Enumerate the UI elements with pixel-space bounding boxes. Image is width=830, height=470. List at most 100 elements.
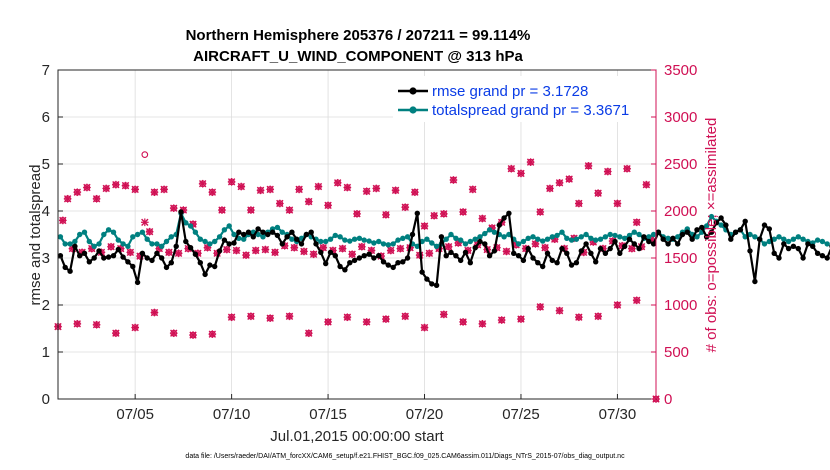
obs-assimilated-marker: [478, 214, 487, 223]
point-rmse: [159, 255, 165, 261]
obs-assimilated-marker: [140, 218, 149, 227]
obs-assimilated-marker: [449, 176, 458, 184]
obs-assimilated-marker: [478, 319, 487, 328]
point-rmse: [376, 253, 382, 259]
point-rmse: [670, 235, 676, 241]
obs-assimilated-marker: [594, 312, 602, 321]
point-totalspread: [588, 235, 594, 241]
point-rmse: [491, 248, 498, 254]
y-tick-label-right: 500: [664, 344, 689, 361]
obs-assimilated-marker: [304, 329, 313, 338]
point-rmse: [245, 229, 252, 235]
point-rmse: [371, 255, 377, 261]
point-rmse: [564, 250, 570, 256]
point-rmse: [679, 231, 686, 238]
point-rmse: [144, 255, 150, 261]
point-rmse: [535, 260, 541, 266]
point-totalspread: [366, 238, 372, 244]
point-rmse: [67, 268, 73, 274]
point-totalspread: [380, 241, 387, 247]
obs-assimilated-marker: [425, 249, 434, 258]
obs-assimilated-marker: [112, 329, 120, 338]
point-rmse: [62, 264, 68, 271]
x-tick-label: 07/25: [502, 406, 540, 423]
point-rmse: [641, 234, 647, 240]
y-tick-label-left: 0: [42, 391, 50, 408]
point-totalspread: [260, 234, 266, 240]
point-totalspread: [578, 234, 584, 240]
point-totalspread: [540, 238, 546, 244]
point-rmse: [752, 278, 758, 285]
point-rmse: [265, 231, 271, 238]
point-rmse: [404, 255, 411, 261]
obs-assimilated-marker: [174, 249, 183, 258]
point-totalspread: [568, 237, 575, 243]
point-totalspread: [110, 229, 117, 235]
point-rmse: [588, 250, 594, 256]
point-rmse: [226, 241, 232, 247]
obs-assimilated-marker: [314, 182, 323, 191]
point-totalspread: [530, 234, 536, 240]
point-rmse: [559, 245, 565, 252]
point-totalspread: [776, 234, 782, 240]
legend-entry-totalspread: totalspread grand pr = 3.3671: [432, 102, 629, 119]
obs-assimilated-marker: [623, 164, 631, 173]
point-rmse: [327, 249, 334, 256]
obs-assimilated-marker: [507, 164, 516, 173]
point-rmse: [433, 282, 440, 288]
point-totalspread: [824, 241, 830, 247]
point-rmse: [81, 250, 88, 256]
point-totalspread: [361, 237, 367, 243]
obs-assimilated-marker: [584, 162, 593, 170]
point-rmse: [675, 241, 681, 247]
obs-possible-marker: [141, 151, 149, 158]
point-rmse: [728, 236, 734, 242]
y-tick-label-right: 1000: [664, 297, 697, 314]
obs-assimilated-marker: [497, 316, 506, 324]
chart-title-line2: AIRCRAFT_U_WIND_COMPONENT @ 313 hPa: [193, 48, 523, 65]
point-totalspread: [183, 220, 189, 226]
point-rmse: [626, 236, 633, 242]
point-rmse: [646, 238, 652, 245]
obs-assimilated-marker: [574, 199, 583, 208]
point-totalspread: [202, 238, 208, 245]
obs-assimilated-marker: [73, 188, 82, 197]
obs-assimilated-marker: [546, 184, 554, 193]
x-tick-label: 07/30: [599, 406, 637, 423]
y-tick-label-right: 2500: [664, 156, 697, 173]
obs-assimilated-marker: [594, 189, 602, 197]
point-totalspread: [520, 238, 527, 245]
point-rmse: [766, 226, 772, 232]
point-totalspread: [486, 227, 493, 233]
point-rmse: [578, 248, 584, 254]
point-rmse: [790, 243, 797, 249]
point-totalspread: [400, 235, 406, 241]
obs-assimilated-marker: [555, 306, 564, 315]
point-rmse: [356, 255, 363, 261]
point-totalspread: [67, 241, 73, 247]
point-rmse: [453, 253, 459, 259]
point-rmse: [385, 262, 391, 268]
point-totalspread: [708, 213, 715, 220]
obs-assimilated-marker: [526, 158, 535, 166]
axes-ticks: 0 1 2 3 4 5 6 7 0 500 1000 1500 2000 2500 3000 3500 07/0…: [42, 62, 698, 423]
point-totalspread: [351, 236, 358, 242]
point-totalspread: [144, 236, 150, 242]
point-totalspread: [612, 232, 618, 239]
point-totalspread: [241, 236, 247, 242]
point-rmse: [443, 253, 449, 259]
point-rmse: [757, 236, 763, 242]
point-totalspread: [168, 234, 174, 240]
point-rmse: [723, 222, 729, 228]
obs-assimilated-marker: [237, 182, 246, 191]
point-rmse: [549, 257, 555, 264]
x-tick-label: 07/20: [406, 406, 444, 423]
obs-assimilated-marker: [150, 308, 159, 317]
y-tick-label-left: 7: [42, 62, 50, 79]
x-axis-label: Jul.01,2015 00:00:00 start: [270, 428, 444, 445]
point-totalspread: [703, 223, 710, 229]
point-rmse: [91, 255, 97, 261]
point-rmse: [298, 241, 305, 247]
obs-assimilated-marker: [247, 312, 255, 321]
point-rmse: [409, 231, 416, 238]
